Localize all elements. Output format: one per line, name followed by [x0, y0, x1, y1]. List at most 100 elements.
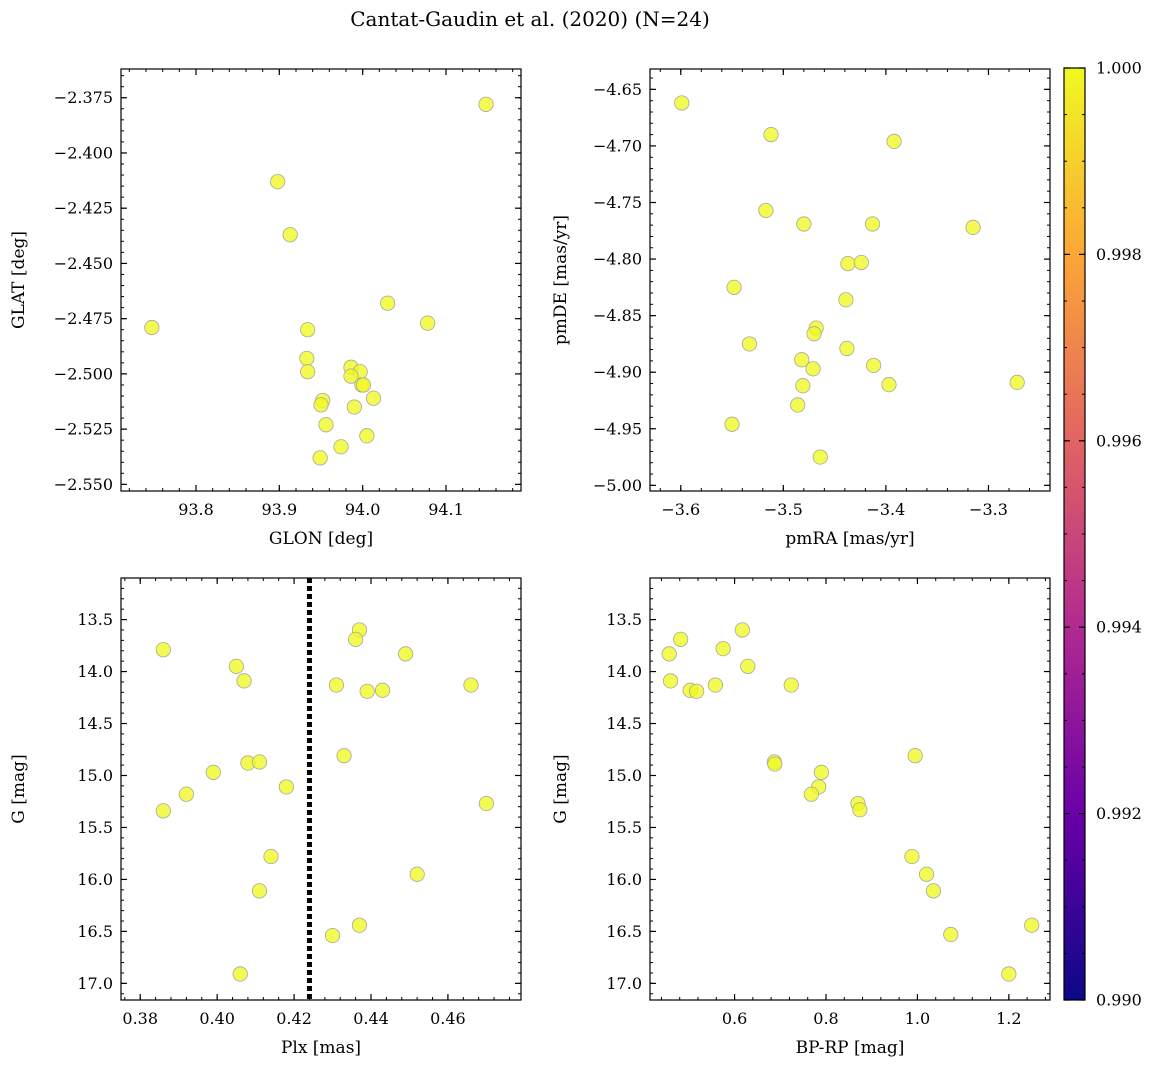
y-tick-label: −4.65 [593, 80, 642, 99]
y-tick-label: −2.475 [54, 309, 113, 328]
x-tick-label: −3.6 [661, 500, 700, 519]
panel-glon_glat: 93.8 93.9 94.0 94.1 −2.375 −2.400 −2.425 −2.450… [9, 68, 522, 549]
colorbar-tick-label: 0.990 [1096, 991, 1142, 1010]
y-tick-label: −2.450 [54, 254, 113, 273]
data-point [236, 673, 252, 689]
x-tick-label: 0.40 [199, 1009, 235, 1028]
data-point [767, 756, 783, 772]
data-point [359, 428, 375, 444]
data-point [478, 96, 494, 112]
data-point [758, 202, 774, 219]
y-tick-label: 14.0 [606, 662, 642, 681]
data-point [312, 450, 328, 466]
y-tick-label: −2.500 [54, 364, 113, 383]
data-point [278, 779, 294, 795]
data-point [1001, 966, 1017, 982]
scatter-points [155, 622, 494, 982]
axes-frame [649, 68, 1051, 492]
y-tick-label: −4.80 [593, 250, 642, 269]
data-point [420, 315, 436, 331]
data-point [838, 292, 854, 308]
data-point [155, 803, 171, 819]
y-tick-label: 15.0 [606, 766, 642, 785]
colorbar-tick-label: 0.996 [1096, 431, 1142, 450]
data-point [336, 748, 352, 764]
data-point [318, 417, 334, 433]
data-point [853, 254, 869, 271]
data-point [689, 683, 705, 699]
data-point [881, 377, 897, 393]
y-tick-label: 16.5 [77, 922, 113, 941]
data-point [155, 642, 171, 658]
data-point [839, 340, 855, 357]
data-point [812, 449, 828, 465]
data-point [674, 95, 690, 111]
data-point [270, 174, 286, 190]
y-tick-label: 14.5 [77, 714, 113, 733]
data-point [904, 848, 920, 865]
data-point [806, 326, 822, 342]
x-tick-label: 1.2 [996, 1009, 1021, 1028]
data-point [380, 295, 396, 311]
data-point [324, 927, 341, 944]
x-tick-label: −3.4 [866, 500, 905, 519]
x-tick-label: 0.6 [722, 1009, 747, 1028]
y-tick-label: −2.375 [54, 88, 113, 107]
data-point [864, 216, 881, 232]
data-point [1024, 917, 1040, 933]
scatter-points [144, 96, 494, 466]
data-point [478, 795, 494, 812]
data-point [734, 622, 750, 638]
colorbar: 0.990 0.992 0.994 0.996 0.998 1.000 [1063, 59, 1142, 1010]
data-point [374, 682, 391, 698]
minor-ticks [650, 69, 1051, 491]
y-tick-label: −4.70 [593, 136, 642, 155]
y-tick-label: 13.5 [77, 610, 113, 629]
y-tick-label: 16.0 [606, 870, 642, 889]
data-point [348, 631, 364, 647]
y-tick-label: 14.5 [606, 714, 642, 733]
y-tick-label: 17.0 [77, 974, 113, 993]
x-axis-label: GLON [deg] [269, 529, 373, 549]
x-tick-label: 93.9 [262, 500, 298, 519]
data-point [790, 397, 806, 413]
data-point [282, 227, 298, 243]
data-point [803, 786, 819, 802]
data-point [299, 350, 315, 367]
panel-plx_g: 0.38 0.40 0.42 0.44 0.46 13.5 14.0 14.5 15.0 15.5… [9, 577, 522, 1058]
x-tick-label: 1.0 [905, 1009, 930, 1028]
data-point [763, 127, 779, 143]
data-point [313, 397, 329, 413]
minor-ticks [650, 577, 1050, 1000]
data-point [228, 658, 244, 674]
data-point [351, 917, 368, 933]
data-point [840, 255, 856, 272]
x-tick-label: 0.38 [122, 1009, 158, 1028]
y-tick-label: 17.0 [606, 974, 642, 993]
data-point [943, 926, 959, 943]
y-axis-label: GLAT [deg] [9, 231, 29, 329]
data-point [251, 754, 268, 770]
data-point [813, 764, 830, 780]
data-point [740, 658, 756, 674]
panels: 93.8 93.9 94.0 94.1 −2.375 −2.400 −2.425 −2.450… [9, 68, 1051, 1058]
data-point [328, 677, 344, 693]
x-axis-label: pmRA [mas/yr] [785, 529, 914, 549]
y-tick-label: −4.90 [593, 363, 642, 382]
colorbar-tick-label: 0.998 [1096, 245, 1142, 264]
data-point [343, 368, 359, 384]
data-point [795, 378, 811, 394]
data-point [251, 883, 268, 899]
data-point [886, 133, 902, 150]
data-point [300, 364, 316, 380]
y-tick-label: 16.0 [77, 870, 113, 889]
data-point [918, 866, 935, 882]
x-axis-label: Plx [mas] [281, 1038, 361, 1058]
scatter-points [661, 622, 1040, 982]
y-tick-label: −4.75 [593, 193, 642, 212]
colorbar-tick-label: 0.994 [1096, 618, 1142, 637]
x-tick-label: −3.3 [969, 500, 1008, 519]
data-point [365, 390, 382, 406]
y-tick-label: 15.5 [606, 818, 642, 837]
